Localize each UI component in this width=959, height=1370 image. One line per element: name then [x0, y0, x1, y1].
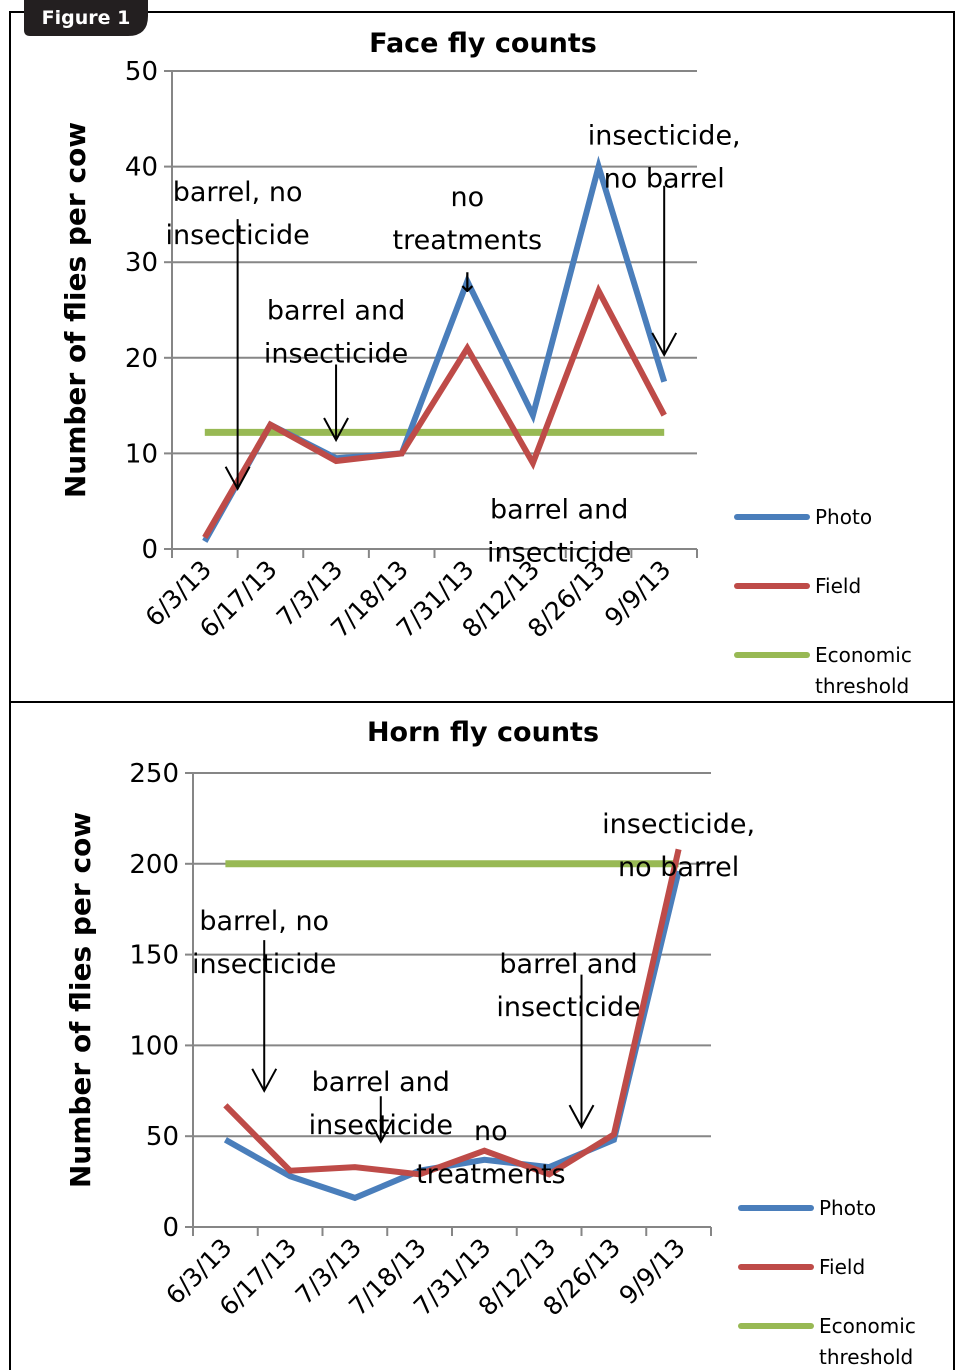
axis-layer: 0501001502002506/3/136/17/137/3/137/18/1… — [129, 759, 712, 1321]
annotation-layer: barrel, no insecticide barrel and insectici… — [192, 809, 755, 1190]
annotation-label: barrel, no — [199, 906, 329, 937]
figure-badge-label: Figure 1 — [42, 7, 131, 29]
annotation-label: barrel and — [267, 296, 405, 327]
y-tick-label: 50 — [146, 1122, 179, 1152]
arrow-head — [651, 332, 678, 358]
series-layer — [202, 155, 668, 543]
series-layer — [223, 848, 682, 1202]
series-line-field — [202, 283, 667, 540]
figure-badge: Figure 1 — [24, 0, 148, 36]
legend-label: Field — [815, 574, 861, 598]
annotation-label: treatments — [416, 1159, 566, 1190]
figure-frame — [9, 11, 955, 1370]
annotation-label: insecticide — [264, 339, 408, 370]
y-axis-label: Number of flies per cow — [59, 122, 92, 498]
y-tick-label: 50 — [125, 57, 158, 87]
annotation-layer: barrel, no insecticide barrel and insectici… — [165, 121, 740, 569]
annotation-label: insecticide, — [602, 809, 755, 840]
annotation-label: treatments — [393, 225, 543, 256]
legend-label: Field — [819, 1255, 865, 1279]
arrow-head — [251, 1068, 278, 1093]
arrow-head — [568, 1104, 595, 1130]
chart-title: Face fly counts — [369, 28, 597, 59]
arrow-head — [323, 417, 349, 443]
legend: Photo Field Economic threshold — [734, 505, 912, 698]
grid-layer — [172, 70, 697, 455]
legend: Photo Field Economic threshold — [738, 1196, 916, 1369]
figure-badge-shape — [24, 0, 148, 36]
arrow-head — [367, 1119, 394, 1144]
chart-title: Horn fly counts — [367, 717, 599, 748]
y-tick-label: 100 — [129, 1031, 179, 1061]
y-tick-label: 20 — [125, 344, 158, 374]
annotation-label: ↓ — [456, 268, 479, 299]
y-tick-label: 30 — [125, 248, 158, 278]
annotation-label: insecticide — [496, 992, 640, 1023]
y-tick-label: 150 — [129, 941, 179, 971]
y-tick-label: 10 — [125, 439, 158, 469]
annotation-label: no — [450, 182, 484, 213]
y-tick-label: 200 — [129, 850, 179, 880]
legend-label: threshold — [819, 1345, 913, 1369]
legend-label: Photo — [815, 505, 872, 529]
series-line-field — [223, 848, 682, 1178]
y-axis-label: Number of flies per cow — [64, 812, 97, 1188]
y-tick-label: 0 — [162, 1213, 179, 1243]
chart-horn-fly: Horn fly counts Number of flies per cow … — [64, 717, 916, 1369]
y-tick-label: 40 — [125, 153, 158, 183]
annotation-label: no barrel — [618, 852, 739, 883]
legend-label: Economic — [819, 1314, 916, 1338]
annotation-label: insecticide, — [588, 121, 741, 152]
chart-face-fly: Face fly counts Number of flies per cow … — [59, 28, 912, 698]
annotation-label: no — [474, 1116, 508, 1147]
legend-label: threshold — [815, 674, 909, 698]
annotation-label: insecticide — [487, 537, 631, 568]
y-tick-label: 250 — [129, 759, 179, 789]
x-tick-label: 9/9/13 — [613, 1233, 690, 1310]
arrow-head — [224, 466, 251, 491]
annotation-label: barrel and — [490, 494, 628, 525]
legend-label: Photo — [819, 1196, 876, 1220]
annotation-label: barrel and — [312, 1067, 450, 1098]
y-tick-label: 0 — [141, 535, 158, 565]
annotation-label: barrel, no — [173, 177, 303, 208]
annotation-label: barrel and — [499, 949, 637, 980]
legend-label: Economic — [815, 643, 912, 667]
